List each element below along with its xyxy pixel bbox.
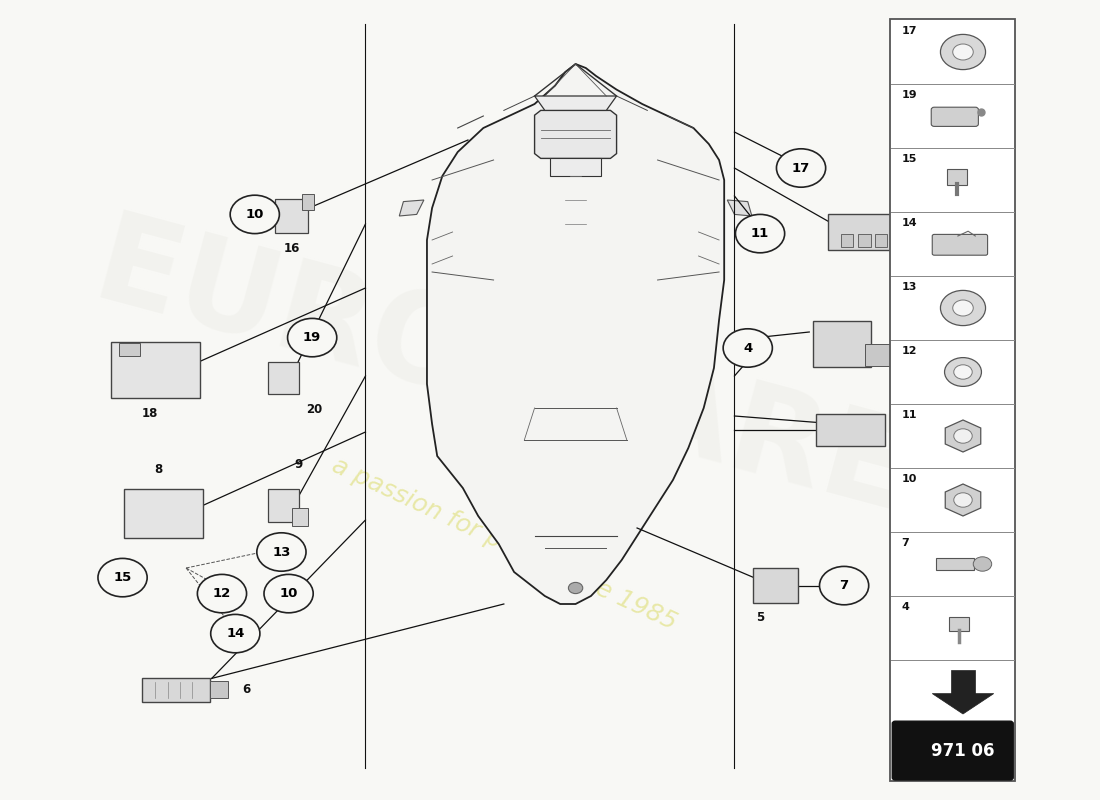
Circle shape: [953, 44, 974, 60]
FancyBboxPatch shape: [124, 489, 204, 538]
Text: 18: 18: [142, 407, 158, 420]
Circle shape: [736, 214, 784, 253]
Polygon shape: [535, 110, 617, 158]
Circle shape: [940, 34, 986, 70]
FancyBboxPatch shape: [813, 321, 871, 366]
Polygon shape: [399, 200, 424, 216]
FancyBboxPatch shape: [292, 508, 308, 526]
Text: 11: 11: [751, 227, 769, 240]
Text: 12: 12: [902, 346, 917, 357]
Circle shape: [211, 614, 260, 653]
FancyBboxPatch shape: [858, 234, 871, 247]
Circle shape: [197, 574, 246, 613]
FancyBboxPatch shape: [865, 344, 893, 366]
Text: 2: 2: [900, 338, 908, 350]
Text: 5: 5: [756, 611, 764, 624]
Circle shape: [569, 582, 583, 594]
Text: 17: 17: [792, 162, 811, 174]
Polygon shape: [945, 484, 981, 516]
Text: 4: 4: [744, 342, 752, 354]
Polygon shape: [727, 200, 752, 216]
FancyBboxPatch shape: [275, 199, 308, 233]
FancyBboxPatch shape: [120, 343, 140, 356]
Text: 7: 7: [902, 538, 910, 549]
Text: 8: 8: [154, 463, 163, 476]
Circle shape: [974, 557, 992, 571]
Text: 9: 9: [295, 458, 302, 470]
Polygon shape: [950, 670, 976, 694]
Circle shape: [954, 493, 972, 507]
FancyBboxPatch shape: [892, 722, 1013, 780]
FancyBboxPatch shape: [752, 568, 798, 603]
FancyBboxPatch shape: [936, 558, 974, 570]
FancyBboxPatch shape: [948, 617, 969, 631]
FancyBboxPatch shape: [268, 362, 299, 394]
Polygon shape: [945, 420, 981, 452]
Text: 14: 14: [902, 218, 917, 229]
Text: 20: 20: [306, 403, 322, 416]
Circle shape: [256, 533, 306, 571]
FancyBboxPatch shape: [874, 234, 888, 247]
Text: 19: 19: [902, 90, 917, 100]
Text: 16: 16: [284, 242, 300, 254]
Text: 3: 3: [894, 424, 902, 437]
Circle shape: [820, 566, 869, 605]
Text: 15: 15: [113, 571, 132, 584]
FancyBboxPatch shape: [932, 234, 988, 255]
FancyBboxPatch shape: [816, 414, 884, 446]
Polygon shape: [427, 64, 724, 604]
Text: 15: 15: [902, 154, 917, 165]
FancyBboxPatch shape: [210, 681, 228, 698]
Text: 12: 12: [213, 587, 231, 600]
Circle shape: [953, 300, 974, 316]
Text: 7: 7: [839, 579, 849, 592]
FancyBboxPatch shape: [932, 107, 978, 126]
Circle shape: [777, 149, 826, 187]
Polygon shape: [932, 694, 993, 714]
Circle shape: [940, 290, 986, 326]
Text: 14: 14: [227, 627, 244, 640]
Circle shape: [98, 558, 147, 597]
Polygon shape: [535, 96, 617, 110]
Text: 13: 13: [902, 282, 917, 292]
Circle shape: [954, 429, 972, 443]
FancyBboxPatch shape: [828, 214, 917, 250]
Text: 4: 4: [902, 602, 910, 613]
FancyBboxPatch shape: [842, 234, 854, 247]
Text: 10: 10: [279, 587, 298, 600]
Text: 19: 19: [302, 331, 321, 344]
Text: 1: 1: [930, 226, 937, 238]
FancyBboxPatch shape: [890, 19, 1015, 781]
FancyBboxPatch shape: [142, 678, 210, 702]
FancyBboxPatch shape: [947, 169, 967, 185]
Text: 11: 11: [902, 410, 917, 421]
FancyBboxPatch shape: [111, 342, 200, 398]
FancyBboxPatch shape: [892, 234, 904, 247]
Text: EUROSPARES: EUROSPARES: [81, 206, 1009, 562]
FancyBboxPatch shape: [268, 489, 299, 522]
Text: 971 06: 971 06: [932, 742, 994, 760]
Circle shape: [264, 574, 314, 613]
Circle shape: [954, 365, 972, 379]
Text: a passion for parts since 1985: a passion for parts since 1985: [328, 454, 680, 634]
Text: 13: 13: [272, 546, 290, 558]
Text: 10: 10: [245, 208, 264, 221]
Text: 17: 17: [902, 26, 917, 36]
Circle shape: [723, 329, 772, 367]
FancyBboxPatch shape: [301, 194, 315, 210]
Text: 6: 6: [242, 683, 251, 696]
Polygon shape: [550, 158, 602, 176]
Circle shape: [287, 318, 337, 357]
Text: 10: 10: [902, 474, 917, 485]
Circle shape: [230, 195, 279, 234]
Circle shape: [945, 358, 981, 386]
